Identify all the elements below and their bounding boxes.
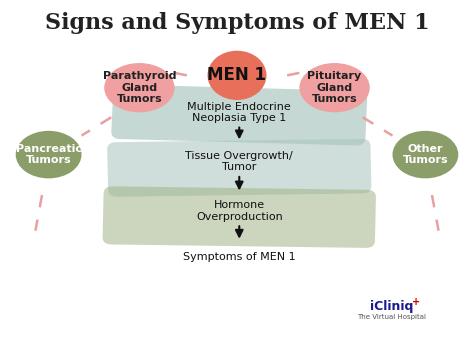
Text: The Virtual Hospital: The Virtual Hospital [357,313,426,320]
Text: MEN 1: MEN 1 [208,66,266,84]
FancyBboxPatch shape [107,139,371,197]
Text: Pancreatic
Tumors: Pancreatic Tumors [16,144,82,165]
Ellipse shape [16,131,82,178]
Text: Pituitary
Gland
Tumors: Pituitary Gland Tumors [308,71,362,104]
Text: +: + [412,297,420,307]
Text: Other
Tumors: Other Tumors [402,144,448,165]
FancyBboxPatch shape [111,84,367,146]
FancyBboxPatch shape [102,186,376,248]
Ellipse shape [104,63,174,112]
Ellipse shape [208,51,266,100]
Text: Multiple Endocrine
Neoplasia Type 1: Multiple Endocrine Neoplasia Type 1 [187,102,291,123]
Text: Symptoms of MEN 1: Symptoms of MEN 1 [183,252,296,262]
Ellipse shape [392,131,458,178]
Text: Parathyroid
Gland
Tumors: Parathyroid Gland Tumors [103,71,176,104]
Text: Signs and Symptoms of MEN 1: Signs and Symptoms of MEN 1 [45,12,429,34]
Text: iCliniq: iCliniq [370,300,413,312]
Text: Hormone
Overproduction: Hormone Overproduction [196,200,283,222]
Ellipse shape [300,63,370,112]
Text: Tissue Overgrowth/
Tumor: Tissue Overgrowth/ Tumor [185,151,293,173]
